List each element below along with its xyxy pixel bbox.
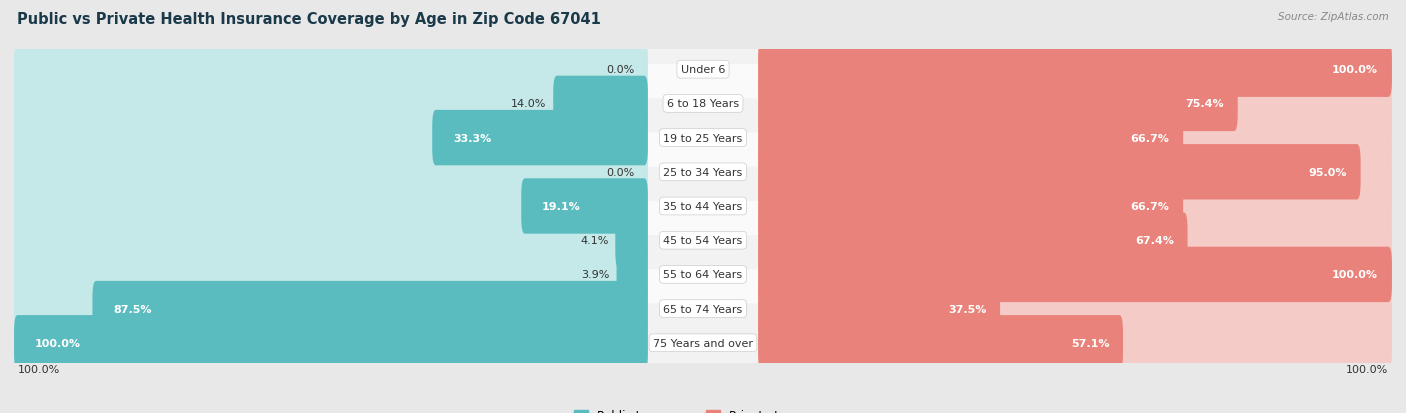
Text: 25 to 34 Years: 25 to 34 Years [664,167,742,177]
Text: 0.0%: 0.0% [606,65,634,75]
Text: 66.7%: 66.7% [1130,202,1170,211]
Text: 100.0%: 100.0% [1331,270,1378,280]
FancyBboxPatch shape [13,304,1393,382]
Text: 33.3%: 33.3% [453,133,491,143]
Text: 100.0%: 100.0% [35,338,80,348]
FancyBboxPatch shape [553,76,648,132]
Text: 45 to 54 Years: 45 to 54 Years [664,236,742,246]
FancyBboxPatch shape [14,43,648,97]
Text: 66.7%: 66.7% [1130,133,1170,143]
FancyBboxPatch shape [13,133,1393,211]
Text: 75 Years and over: 75 Years and over [652,338,754,348]
FancyBboxPatch shape [758,145,1361,200]
Text: 19.1%: 19.1% [541,202,581,211]
FancyBboxPatch shape [758,111,1184,166]
FancyBboxPatch shape [758,43,1392,97]
FancyBboxPatch shape [758,43,1392,97]
Text: 100.0%: 100.0% [1331,65,1378,75]
Text: 65 to 74 Years: 65 to 74 Years [664,304,742,314]
FancyBboxPatch shape [14,179,648,234]
FancyBboxPatch shape [13,167,1393,246]
Text: 87.5%: 87.5% [112,304,152,314]
FancyBboxPatch shape [13,202,1393,280]
FancyBboxPatch shape [616,213,648,268]
Text: 14.0%: 14.0% [510,99,547,109]
Text: 3.9%: 3.9% [581,270,610,280]
FancyBboxPatch shape [758,316,1392,370]
FancyBboxPatch shape [14,281,648,337]
Legend: Public Insurance, Private Insurance: Public Insurance, Private Insurance [569,404,837,413]
FancyBboxPatch shape [758,281,1392,337]
FancyBboxPatch shape [758,179,1392,234]
FancyBboxPatch shape [14,76,648,132]
FancyBboxPatch shape [758,247,1392,302]
FancyBboxPatch shape [14,213,648,268]
Text: 100.0%: 100.0% [17,364,59,374]
Text: 35 to 44 Years: 35 to 44 Years [664,202,742,211]
FancyBboxPatch shape [758,316,1123,370]
FancyBboxPatch shape [617,247,648,302]
Text: Under 6: Under 6 [681,65,725,75]
FancyBboxPatch shape [13,270,1393,348]
Text: 95.0%: 95.0% [1309,167,1347,177]
FancyBboxPatch shape [14,145,648,200]
Text: Source: ZipAtlas.com: Source: ZipAtlas.com [1278,12,1389,22]
FancyBboxPatch shape [758,111,1392,166]
Text: 57.1%: 57.1% [1071,338,1109,348]
FancyBboxPatch shape [758,145,1392,200]
FancyBboxPatch shape [14,316,648,370]
FancyBboxPatch shape [758,76,1237,132]
FancyBboxPatch shape [758,213,1392,268]
FancyBboxPatch shape [758,76,1392,132]
FancyBboxPatch shape [758,213,1188,268]
FancyBboxPatch shape [14,247,648,302]
FancyBboxPatch shape [758,281,1000,337]
Text: 4.1%: 4.1% [581,236,609,246]
FancyBboxPatch shape [14,111,648,166]
Text: 75.4%: 75.4% [1185,99,1225,109]
FancyBboxPatch shape [758,247,1392,302]
Text: 55 to 64 Years: 55 to 64 Years [664,270,742,280]
Text: Public vs Private Health Insurance Coverage by Age in Zip Code 67041: Public vs Private Health Insurance Cover… [17,12,600,27]
Text: 37.5%: 37.5% [948,304,987,314]
Text: 67.4%: 67.4% [1135,236,1174,246]
Text: 19 to 25 Years: 19 to 25 Years [664,133,742,143]
FancyBboxPatch shape [13,65,1393,143]
FancyBboxPatch shape [13,235,1393,314]
FancyBboxPatch shape [522,179,648,234]
FancyBboxPatch shape [13,31,1393,109]
FancyBboxPatch shape [432,111,648,166]
Text: 6 to 18 Years: 6 to 18 Years [666,99,740,109]
FancyBboxPatch shape [13,99,1393,178]
Text: 0.0%: 0.0% [606,167,634,177]
FancyBboxPatch shape [14,316,648,370]
FancyBboxPatch shape [93,281,648,337]
FancyBboxPatch shape [758,179,1184,234]
Text: 100.0%: 100.0% [1347,364,1389,374]
